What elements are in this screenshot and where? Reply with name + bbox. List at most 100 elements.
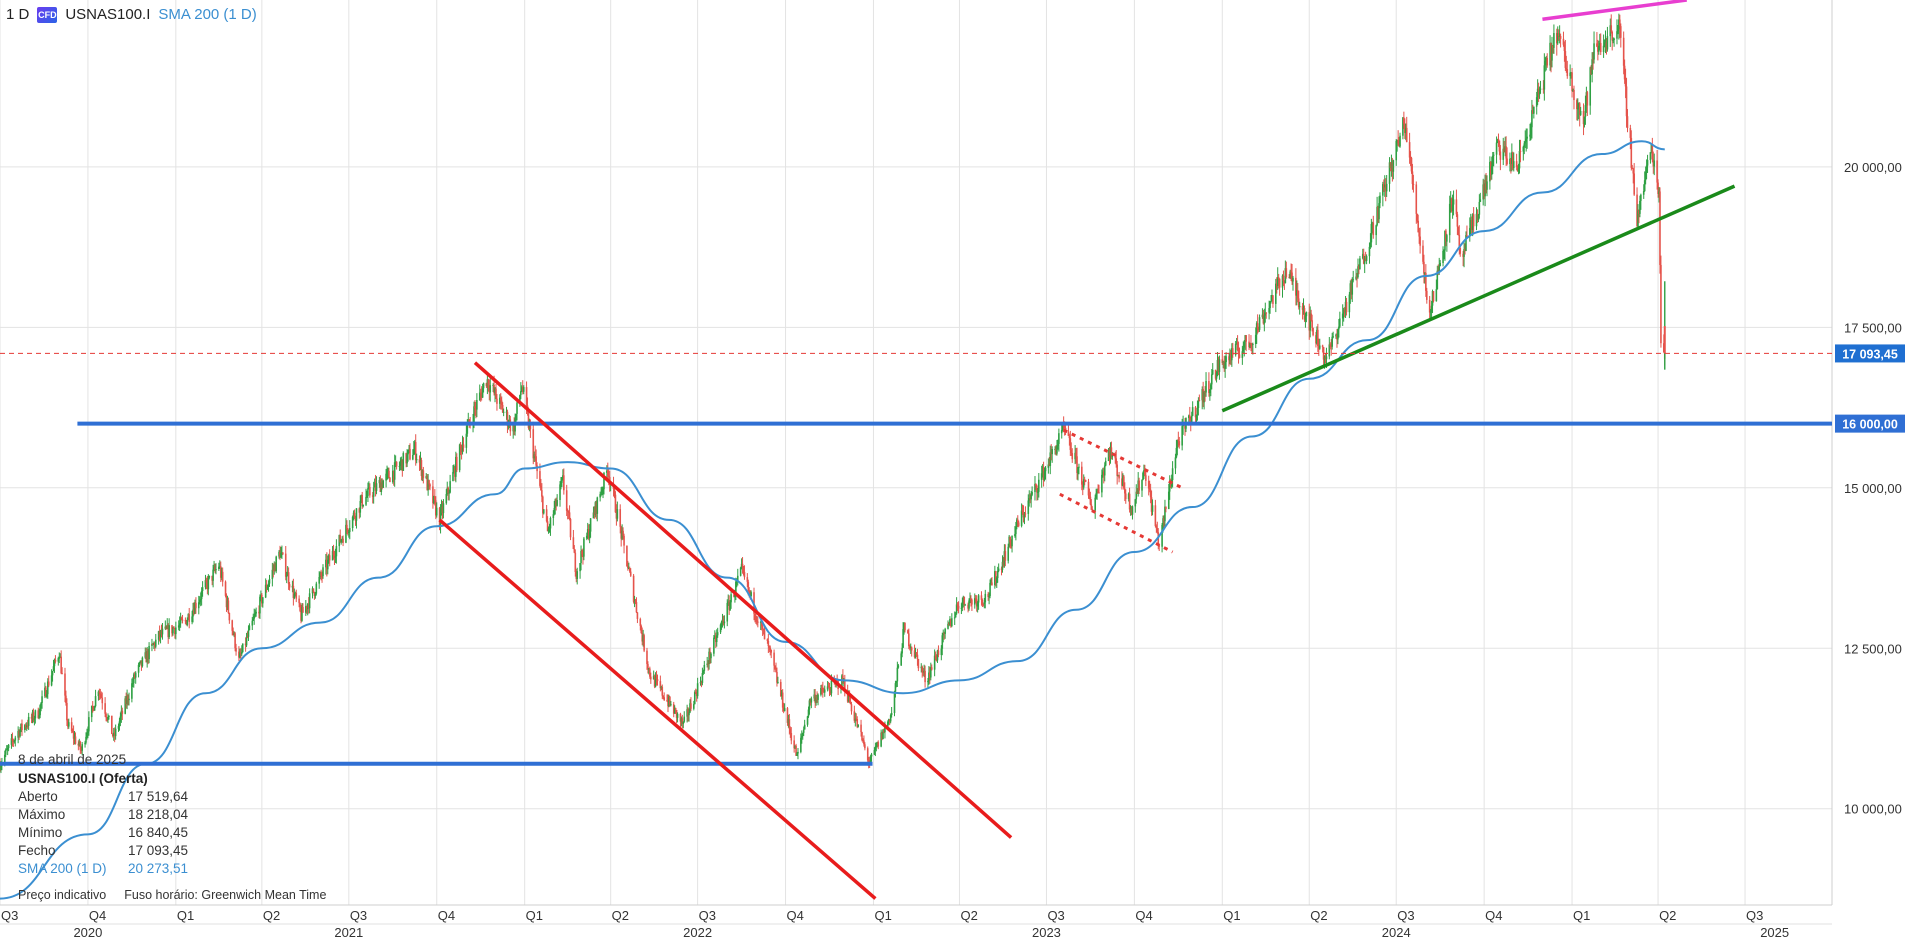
candle-body — [1523, 143, 1526, 147]
candle-body — [385, 473, 387, 481]
candle-body — [567, 511, 570, 513]
x-year-label: 2022 — [683, 925, 712, 940]
candle-body — [475, 408, 477, 410]
candle-body — [219, 566, 221, 568]
candle-body — [1562, 38, 1565, 45]
candle-body — [70, 722, 73, 732]
candle-body — [85, 736, 87, 743]
candle-body — [633, 600, 636, 602]
candle-body — [1546, 57, 1549, 66]
candle-body — [1121, 478, 1123, 486]
candle-body — [1531, 110, 1533, 128]
candle-body — [1028, 497, 1031, 501]
candle-body — [259, 596, 261, 614]
candle-body — [573, 548, 576, 553]
candle-body — [1225, 356, 1227, 363]
candle-body — [27, 716, 30, 726]
candle-body — [346, 524, 348, 529]
candle-body — [914, 652, 917, 658]
candle-body — [1050, 452, 1053, 455]
candle-body — [375, 483, 378, 491]
candle-body — [1377, 206, 1379, 220]
candle-body — [527, 411, 530, 428]
candle-body — [863, 740, 865, 745]
candle-body — [253, 615, 256, 619]
candle-body — [224, 581, 227, 596]
candle-body — [1281, 275, 1284, 288]
candle-body — [435, 507, 438, 516]
candle-body — [817, 694, 819, 700]
candle-body — [381, 482, 384, 488]
candle-body — [378, 480, 381, 484]
candle-body — [499, 397, 501, 404]
candle-body — [132, 683, 134, 685]
indicator-label[interactable]: SMA 200 (1 D) — [158, 6, 257, 23]
candle-body — [1144, 470, 1146, 476]
candle-body — [1469, 228, 1471, 236]
candle-body — [779, 681, 782, 696]
candle-body — [626, 545, 628, 567]
candle-body — [553, 507, 556, 515]
candle-body — [422, 470, 425, 479]
candle-body — [1318, 346, 1320, 349]
candle-body — [1572, 90, 1574, 92]
x-year-label: 2020 — [73, 925, 102, 940]
candle-body — [1436, 270, 1439, 290]
chart-header: 1 D CFD USNAS100.I SMA 200 (1 D) — [6, 6, 257, 23]
candle-body — [392, 470, 395, 480]
candle-body — [970, 598, 972, 600]
candle-body — [1195, 414, 1198, 418]
candle-body — [641, 632, 644, 642]
candle-body — [258, 611, 260, 614]
candle-body — [293, 593, 296, 599]
candle-body — [361, 495, 363, 507]
candle-body — [328, 555, 331, 561]
candle-body — [158, 631, 161, 637]
candle-body — [1292, 277, 1294, 282]
candle-body — [995, 578, 998, 584]
candle-body — [688, 712, 690, 716]
candle-body — [74, 736, 77, 744]
candle-body — [1499, 151, 1502, 160]
candle-body — [1636, 194, 1638, 227]
candle-body — [478, 392, 481, 400]
candle-body — [883, 729, 885, 733]
candle-body — [57, 658, 60, 662]
x-quarter-label: Q1 — [177, 908, 194, 923]
candle-body — [193, 609, 195, 614]
candle-body — [867, 760, 870, 763]
candle-body — [788, 719, 791, 729]
candle-body — [1652, 159, 1655, 167]
candle-body — [1058, 433, 1060, 444]
candle-body — [72, 731, 75, 739]
candle-body — [821, 687, 823, 689]
candle-body — [1396, 139, 1398, 142]
candle-body — [126, 695, 128, 704]
candle-body — [445, 494, 448, 504]
candle-body — [1639, 200, 1641, 214]
candle-body — [252, 618, 255, 621]
candle-body — [389, 477, 391, 482]
x-quarter-label: Q2 — [1310, 908, 1327, 923]
candle-body — [233, 633, 235, 635]
symbol-label[interactable]: USNAS100.I — [65, 6, 151, 23]
candle-body — [54, 659, 57, 662]
x-quarter-label: Q4 — [1135, 908, 1152, 923]
candle-body — [1524, 141, 1527, 144]
candle-body — [195, 602, 197, 609]
candle-body — [1001, 561, 1004, 570]
candle-body — [499, 397, 502, 401]
candle-body — [997, 568, 1000, 571]
candle-body — [200, 591, 203, 600]
candle-body — [391, 470, 394, 482]
timeframe-label[interactable]: 1 D — [6, 6, 30, 23]
candle-body — [271, 569, 274, 580]
candle-body — [185, 620, 188, 625]
candle-body — [1150, 497, 1153, 512]
candle-body — [893, 691, 896, 714]
candle-body — [813, 694, 816, 699]
candle-body — [1642, 190, 1645, 195]
candle-body — [1244, 335, 1247, 343]
